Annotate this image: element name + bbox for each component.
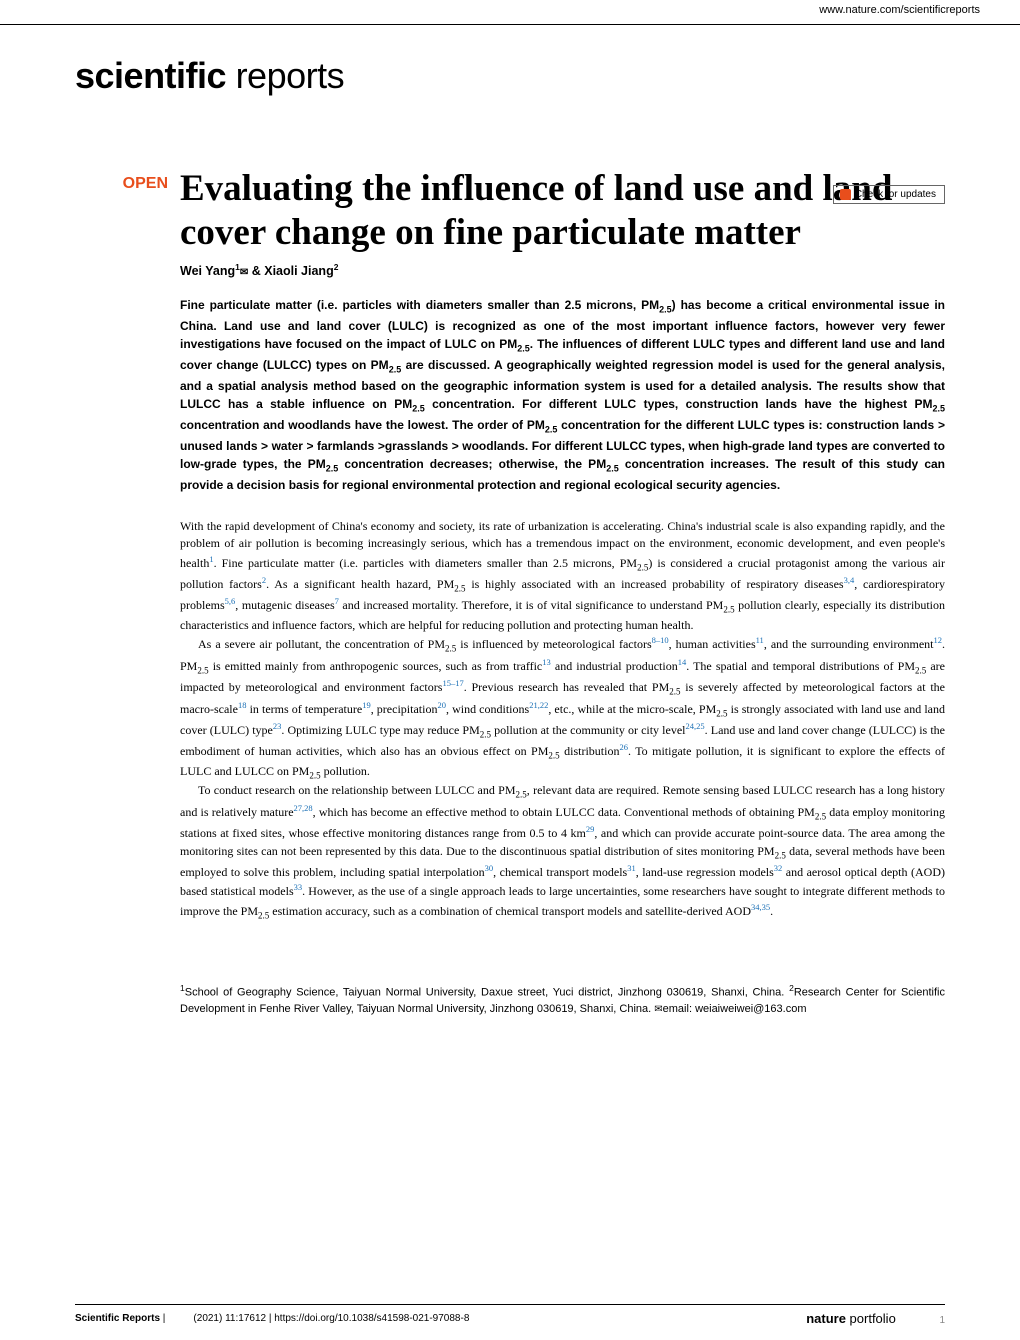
page-footer: Scientific Reports | (2021) 11:17612 | h… xyxy=(0,1304,1020,1340)
footer-journal: Scientific Reports xyxy=(75,1313,160,1324)
body-para-2: As a severe air pollutant, the concentra… xyxy=(180,634,945,782)
main-column: Evaluating the influence of land use and… xyxy=(180,167,945,1018)
ref-1517[interactable]: 15–17 xyxy=(442,678,463,688)
author-1: Wei Yang xyxy=(180,264,235,278)
updates-icon xyxy=(840,189,851,200)
ref-34[interactable]: 3,4 xyxy=(844,575,855,585)
body-para-1: With the rapid development of China's ec… xyxy=(180,518,945,634)
ref-56[interactable]: 5,6 xyxy=(225,596,236,606)
ref-2728[interactable]: 27,28 xyxy=(294,803,313,813)
mail-icon-affil: ✉ xyxy=(654,1004,662,1015)
header-url: www.nature.com/scientificreports xyxy=(0,0,1020,24)
ref-2425[interactable]: 24,25 xyxy=(686,721,705,731)
updates-label: Check for updates xyxy=(855,189,936,200)
journal-name-bold: scientific xyxy=(75,55,226,96)
journal-logo: scientific reports xyxy=(75,55,1020,97)
ref-810[interactable]: 8–10 xyxy=(652,635,669,645)
mail-icon: ✉ xyxy=(240,267,248,278)
ref-30[interactable]: 30 xyxy=(485,863,494,873)
left-column: OPEN xyxy=(75,167,180,1018)
journal-name-light: reports xyxy=(226,55,344,96)
ref-12[interactable]: 12 xyxy=(934,635,943,645)
ref-33[interactable]: 33 xyxy=(294,882,303,892)
header-rule xyxy=(0,24,1020,25)
author-2: Xiaoli Jiang xyxy=(264,264,333,278)
ref-14[interactable]: 14 xyxy=(678,657,687,667)
ref-19[interactable]: 19 xyxy=(362,700,371,710)
corresponding-email: weiaiweiwei@163.com xyxy=(695,1003,806,1015)
nature-portfolio-logo: nature portfolio xyxy=(806,1311,899,1326)
author-2-sup: 2 xyxy=(334,262,339,272)
ref-3435[interactable]: 34,35 xyxy=(751,902,770,912)
ref-2122[interactable]: 21,22 xyxy=(529,700,548,710)
footer-rule xyxy=(75,1304,945,1305)
author-sep: & xyxy=(248,264,264,278)
content-area: OPEN Evaluating the influence of land us… xyxy=(75,167,945,1018)
ref-20[interactable]: 20 xyxy=(437,700,446,710)
abstract: Fine particulate matter (i.e. particles … xyxy=(180,296,945,493)
footer-doi[interactable]: https://doi.org/10.1038/s41598-021-97088… xyxy=(274,1313,469,1324)
ref-11[interactable]: 11 xyxy=(756,635,764,645)
check-updates-button[interactable]: Check for updates xyxy=(833,185,945,204)
ref-31[interactable]: 31 xyxy=(627,863,636,873)
author-list: Wei Yang1✉ & Xiaoli Jiang2 xyxy=(180,262,945,278)
open-access-badge: OPEN xyxy=(75,175,180,193)
ref-26[interactable]: 26 xyxy=(619,742,628,752)
affiliations: 1School of Geography Science, Taiyuan No… xyxy=(180,982,945,1018)
ref-13[interactable]: 13 xyxy=(542,657,551,667)
body-para-3: To conduct research on the relationship … xyxy=(180,782,945,922)
footer-row: Scientific Reports | (2021) 11:17612 | h… xyxy=(75,1311,945,1326)
footer-left: Scientific Reports | (2021) 11:17612 | h… xyxy=(75,1313,469,1324)
page-number: 1 xyxy=(939,1315,945,1326)
footer-right: nature portfolio 1 xyxy=(806,1311,945,1326)
footer-citation: (2021) 11:17612 xyxy=(193,1313,266,1324)
article-title: Evaluating the influence of land use and… xyxy=(180,167,945,254)
